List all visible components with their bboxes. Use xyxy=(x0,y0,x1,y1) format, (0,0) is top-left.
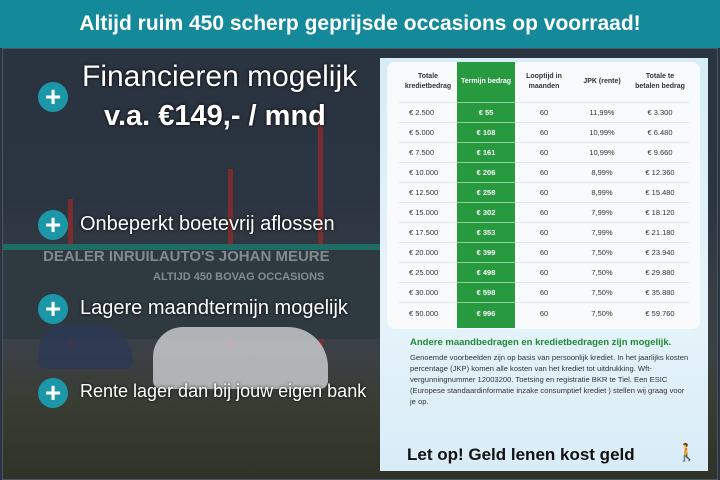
table-cell: € 30.000 xyxy=(399,281,457,302)
plus-circle-icon: + xyxy=(38,378,68,408)
table-cell: € 10.000 xyxy=(399,161,457,182)
table-row: € 12.500 € 258 60 8,99% € 15.480 xyxy=(399,181,689,202)
table-cell: 60 xyxy=(515,261,573,282)
table-cell: € 7.500 xyxy=(399,141,457,162)
building-subsign: ALTIJD 450 BOVAG OCCASIONS xyxy=(153,271,325,283)
table-cell: € 996 xyxy=(457,301,515,328)
feature-item: Onbeperkt boetevrij aflossen xyxy=(80,213,335,235)
financing-price: v.a. €149,- / mnd xyxy=(104,100,326,132)
plus-circle-icon: + xyxy=(38,82,68,112)
financing-title: Financieren mogelijk xyxy=(82,60,358,93)
table-cell: € 12.360 xyxy=(631,161,689,182)
table-cell: € 399 xyxy=(457,241,515,262)
warning-text: Let op! Geld lenen kost geld xyxy=(407,445,635,464)
table-cell: 60 xyxy=(515,201,573,222)
table-cell: 8,99% xyxy=(573,181,631,202)
plus-circle-icon: + xyxy=(38,294,68,324)
table-row: € 30.000 € 598 60 7,50% € 35.880 xyxy=(399,281,689,302)
table-cell: 8,99% xyxy=(573,161,631,182)
plus-circle-icon: + xyxy=(38,210,68,240)
table-cell: 60 xyxy=(515,141,573,162)
table-cell: € 18.120 xyxy=(631,201,689,222)
table-cell: 7,50% xyxy=(573,241,631,262)
table-cell: 7,50% xyxy=(573,301,631,328)
table-cell: € 55 xyxy=(457,101,515,122)
note-body: Genoemde voorbeelden zijn op basis van p… xyxy=(410,353,689,406)
table-cell: 7,50% xyxy=(573,281,631,302)
feature-item: Lagere maandtermijn mogelijk xyxy=(80,297,348,319)
table-row: € 10.000 € 206 60 8,99% € 12.360 xyxy=(399,161,689,182)
table-cell: 60 xyxy=(515,161,573,182)
note-title: Andere maandbedragen en kredietbedragen … xyxy=(410,337,672,348)
car xyxy=(38,324,133,369)
column-header: JPK (rente) xyxy=(583,77,621,85)
table-cell: € 20.000 xyxy=(399,241,457,262)
table-cell: € 15.000 xyxy=(399,201,457,222)
table-cell: € 3.300 xyxy=(631,101,689,122)
header-title: Altijd ruim 450 scherp geprijsde occasio… xyxy=(79,12,641,35)
column-header: Termijn bedrag xyxy=(457,62,515,102)
column-header: Totale te betalen bedrag xyxy=(635,72,685,90)
table-cell: € 598 xyxy=(457,281,515,302)
column-header: Totale kredietbedrag xyxy=(404,72,452,90)
table-cell: € 50.000 xyxy=(399,301,457,328)
table-cell: 60 xyxy=(515,281,573,302)
column-header: Looptijd in maanden xyxy=(526,72,562,90)
table-cell: € 353 xyxy=(457,221,515,242)
table-cell: € 161 xyxy=(457,141,515,162)
table-cell: € 29.880 xyxy=(631,261,689,282)
table-cell: 60 xyxy=(515,241,573,262)
financing-table: Totale kredietbedrag Termijn bedrag Loopti… xyxy=(399,62,689,328)
table-cell: € 9.660 xyxy=(631,141,689,162)
table-cell: € 302 xyxy=(457,201,515,222)
table-row: € 5.000 € 108 60 10,99% € 6.480 xyxy=(399,121,689,142)
table-cell: € 498 xyxy=(457,261,515,282)
table-cell: € 21.180 xyxy=(631,221,689,242)
table-cell: € 206 xyxy=(457,161,515,182)
table-cell: € 12.500 xyxy=(399,181,457,202)
table-cell: 60 xyxy=(515,301,573,328)
table-cell: 60 xyxy=(515,101,573,122)
table-row: € 20.000 € 399 60 7,50% € 23.940 xyxy=(399,241,689,262)
table-cell: 7,50% xyxy=(573,261,631,282)
canopy-pole xyxy=(68,199,73,349)
table-cell: 60 xyxy=(515,181,573,202)
table-cell: € 59.760 xyxy=(631,301,689,328)
table-cell: € 5.000 xyxy=(399,121,457,142)
feature-item: Rente lager dan bij jouw eigen bank xyxy=(80,381,367,401)
table-cell: € 6.480 xyxy=(631,121,689,142)
table-cell: 60 xyxy=(515,221,573,242)
table-cell: € 2.500 xyxy=(399,101,457,122)
table-row: € 25.000 € 498 60 7,50% € 29.880 xyxy=(399,261,689,282)
table-row: € 17.500 € 353 60 7,99% € 21.180 xyxy=(399,221,689,242)
table-row: € 15.000 € 302 60 7,99% € 18.120 xyxy=(399,201,689,222)
table-row: € 7.500 € 161 60 10,99% € 9.660 xyxy=(399,141,689,162)
table-cell: 10,99% xyxy=(573,141,631,162)
table-cell: € 25.000 xyxy=(399,261,457,282)
table-cell: € 258 xyxy=(457,181,515,202)
financing-panel: Totale kredietbedrag Termijn bedrag Loopti… xyxy=(380,58,708,471)
table-cell: € 108 xyxy=(457,121,515,142)
table-cell: € 35.880 xyxy=(631,281,689,302)
banner-header: Altijd ruim 450 scherp geprijsde occasio… xyxy=(0,0,720,48)
table-cell: 60 xyxy=(515,121,573,142)
table-cell: € 15.480 xyxy=(631,181,689,202)
table-cell: € 17.500 xyxy=(399,221,457,242)
table-cell: 7,99% xyxy=(573,221,631,242)
car xyxy=(153,327,328,389)
financing-table-card: Totale kredietbedrag Termijn bedrag Loopti… xyxy=(387,62,700,329)
table-cell: € 23.940 xyxy=(631,241,689,262)
table-cell: 11,99% xyxy=(573,101,631,122)
building-sign: DEALER INRUILAUTO'S JOHAN MEURE xyxy=(43,248,330,265)
walking-person-icon: 🚶 xyxy=(676,443,698,462)
table-row: € 2.500 € 55 60 11,99% € 3.300 xyxy=(399,101,689,122)
table-cell: 7,99% xyxy=(573,201,631,222)
table-row: € 50.000 € 996 60 7,50% € 59.760 xyxy=(399,301,689,328)
table-cell: 10,99% xyxy=(573,121,631,142)
